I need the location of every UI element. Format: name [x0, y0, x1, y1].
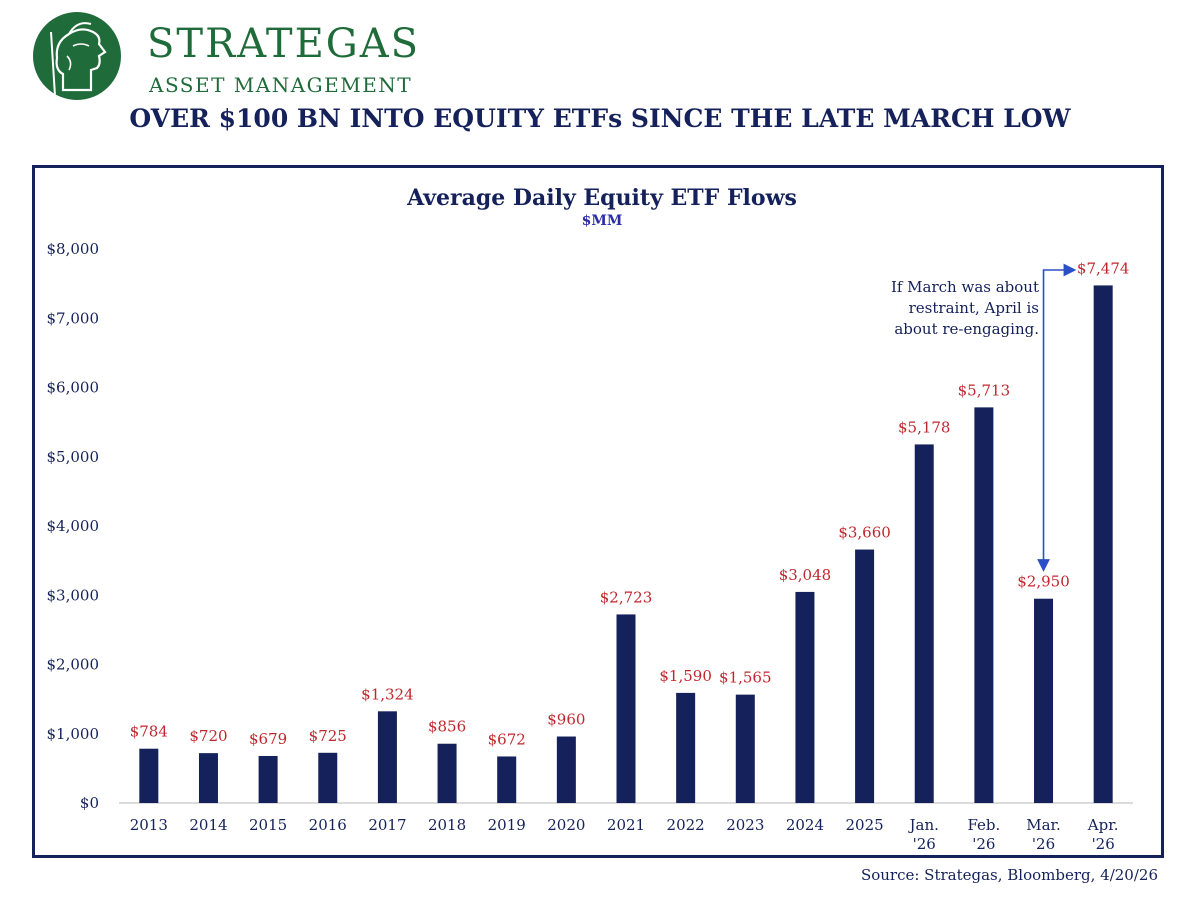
page-headline: OVER $100 BN INTO EQUITY ETFs SINCE THE …	[129, 104, 1071, 133]
y-tick-label: $4,000	[47, 517, 100, 535]
x-tick-label: 2020	[547, 816, 585, 834]
x-tick-label: Mar. '26	[1026, 816, 1061, 853]
data-label: $5,178	[898, 418, 951, 436]
brand-subtitle: ASSET MANAGEMENT	[149, 73, 413, 97]
bar	[914, 444, 934, 803]
bar	[377, 711, 397, 803]
y-tick-label: $7,000	[47, 309, 100, 327]
data-label: $1,565	[719, 669, 772, 687]
data-label: $960	[547, 711, 585, 729]
bar	[855, 549, 875, 803]
data-label: $784	[130, 723, 168, 741]
bar	[616, 614, 636, 803]
chart-title: Average Daily Equity ETF Flows	[406, 185, 797, 211]
bar	[556, 736, 576, 803]
x-tick-label: 2023	[726, 816, 764, 834]
x-tick-label: 2022	[667, 816, 705, 834]
data-label: $3,048	[779, 566, 832, 584]
data-label: $720	[189, 727, 227, 745]
y-axis: $0 $1,000 $2,000 $3,000 $4,000 $5,000 $6,000 $7…	[47, 240, 100, 812]
bar	[1093, 285, 1113, 803]
bar	[258, 755, 278, 803]
brand-name: STRATEGAS	[147, 21, 421, 67]
x-tick-label: Apr. '26	[1087, 816, 1119, 853]
bar	[198, 753, 218, 803]
x-tick-label: Jan. '26	[908, 816, 939, 853]
y-tick-label: $8,000	[47, 240, 100, 258]
annotation: If March was about restraint, April is abo…	[891, 263, 1077, 572]
annotation-arrow-march	[1037, 269, 1051, 572]
source-note: Source: Strategas, Bloomberg, 4/20/26	[860, 866, 1158, 884]
x-tick-label: 2025	[845, 816, 883, 834]
bar-series	[139, 285, 1113, 803]
bar	[974, 407, 994, 803]
x-tick-label: Feb. '26	[967, 816, 1000, 853]
bar	[437, 743, 457, 803]
bar	[497, 756, 517, 803]
data-label: $7,474	[1077, 259, 1130, 277]
bar	[676, 692, 696, 803]
x-tick-label: 2018	[428, 816, 466, 834]
data-label: $679	[249, 730, 287, 748]
bar-chart: Average Daily Equity ETF Flows $MM $0 $1,…	[47, 185, 1133, 853]
x-tick-label: 2016	[309, 816, 347, 834]
bar	[795, 591, 815, 803]
y-tick-label: $5,000	[47, 448, 100, 466]
y-tick-label: $6,000	[47, 379, 100, 397]
x-tick-label: 2021	[607, 816, 645, 834]
data-label: $3,660	[838, 524, 891, 542]
value-labels: $784 $720 $679 $725 $1,324 $856 $672 $960 $2,723…	[130, 259, 1130, 748]
bar	[1034, 598, 1054, 803]
x-tick-label: 2024	[786, 816, 824, 834]
data-label: $725	[309, 727, 347, 745]
data-label: $856	[428, 718, 466, 736]
y-tick-label: $3,000	[47, 586, 100, 604]
x-tick-label: 2019	[488, 816, 526, 834]
annotation-text: If March was about restraint, April is abo…	[891, 278, 1039, 338]
data-label: $672	[488, 730, 526, 748]
x-tick-label: 2014	[189, 816, 227, 834]
x-tick-label: 2015	[249, 816, 287, 834]
chart-units-subtitle: $MM	[582, 213, 623, 229]
data-label: $2,950	[1017, 573, 1070, 591]
x-axis: 2013 2014 2015 2016 2017 2018 2019 2020 2021 2022…	[119, 802, 1133, 853]
strategas-logo-icon	[33, 12, 121, 100]
y-tick-label: $1,000	[47, 725, 100, 743]
bar	[139, 748, 159, 803]
data-label: $5,713	[958, 381, 1011, 399]
y-tick-label: $0	[80, 794, 99, 812]
data-label: $1,324	[361, 685, 414, 703]
chart-frame: Average Daily Equity ETF Flows $MM $0 $1,…	[32, 165, 1164, 858]
data-label: $2,723	[600, 588, 653, 606]
bar	[735, 694, 755, 803]
x-tick-label: 2017	[368, 816, 406, 834]
y-tick-label: $2,000	[47, 656, 100, 674]
data-label: $1,590	[659, 667, 712, 685]
x-tick-label: 2013	[130, 816, 168, 834]
bar	[318, 752, 338, 803]
